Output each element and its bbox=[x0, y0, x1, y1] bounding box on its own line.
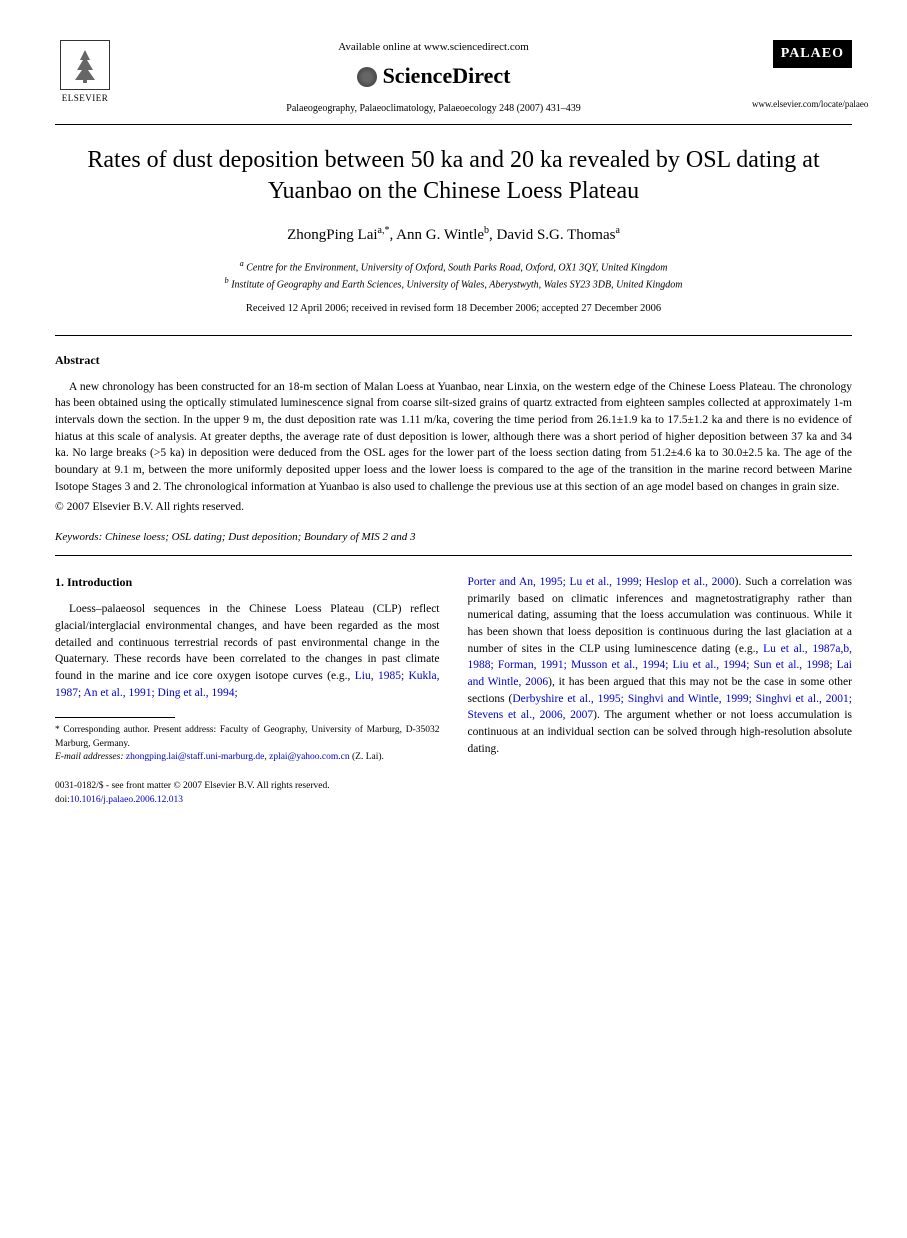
affiliation-b-text: Institute of Geography and Earth Science… bbox=[231, 279, 682, 290]
author-1-sup: a,* bbox=[378, 225, 390, 236]
sciencedirect-logo: ScienceDirect bbox=[357, 61, 511, 92]
article-title: Rates of dust deposition between 50 ka a… bbox=[55, 145, 852, 207]
footer-copyright: 0031-0182/$ - see front matter © 2007 El… bbox=[55, 780, 440, 793]
footer-block: 0031-0182/$ - see front matter © 2007 El… bbox=[55, 780, 440, 807]
corresponding-author-footnote: * Corresponding author. Present address:… bbox=[55, 724, 440, 764]
center-header: Available online at www.sciencedirect.co… bbox=[115, 40, 752, 116]
abstract-heading: Abstract bbox=[55, 352, 852, 369]
abstract-bottom-rule bbox=[55, 555, 852, 556]
section-1-heading: 1. Introduction bbox=[55, 574, 440, 591]
palaeo-logo: PALAEO bbox=[773, 40, 852, 68]
intro-refs-2[interactable]: Porter and An, 1995; Lu et al., 1999; He… bbox=[468, 576, 735, 588]
intro-paragraph-right: Porter and An, 1995; Lu et al., 1999; He… bbox=[468, 574, 853, 757]
doi-label: doi: bbox=[55, 795, 70, 805]
journal-logo-box: PALAEO www.elsevier.com/locate/palaeo bbox=[752, 40, 852, 110]
elsevier-text: ELSEVIER bbox=[62, 92, 109, 105]
email-suffix: (Z. Lai). bbox=[352, 752, 384, 762]
sciencedirect-text: ScienceDirect bbox=[383, 61, 511, 92]
column-left: 1. Introduction Loess–palaeosol sequence… bbox=[55, 574, 440, 807]
affiliation-b: b Institute of Geography and Earth Scien… bbox=[55, 275, 852, 292]
email-2[interactable]: zplai@yahoo.com.cn bbox=[269, 752, 350, 762]
author-3: David S.G. Thomas bbox=[497, 227, 616, 243]
column-right: Porter and An, 1995; Lu et al., 1999; He… bbox=[468, 574, 853, 807]
authors-line: ZhongPing Laia,*, Ann G. Wintleb, David … bbox=[55, 224, 852, 246]
email-1[interactable]: zhongping.lai@staff.uni-marburg.de bbox=[126, 752, 264, 762]
footnote-separator bbox=[55, 717, 175, 718]
article-dates: Received 12 April 2006; received in revi… bbox=[55, 302, 852, 317]
journal-url: www.elsevier.com/locate/palaeo bbox=[752, 98, 852, 111]
abstract-top-rule bbox=[55, 335, 852, 336]
email-line: E-mail addresses: zhongping.lai@staff.un… bbox=[55, 751, 440, 764]
author-2: Ann G. Wintle bbox=[396, 227, 484, 243]
page-header: ELSEVIER Available online at www.science… bbox=[55, 40, 852, 116]
author-1: ZhongPing Lai bbox=[287, 227, 377, 243]
elsevier-logo: ELSEVIER bbox=[55, 40, 115, 110]
affiliations: a Centre for the Environment, University… bbox=[55, 258, 852, 293]
keywords-list: Chinese loess; OSL dating; Dust depositi… bbox=[105, 531, 416, 543]
corr-author-text: * Corresponding author. Present address:… bbox=[55, 724, 440, 751]
abstract-body: A new chronology has been constructed fo… bbox=[55, 379, 852, 496]
affiliation-a: a Centre for the Environment, University… bbox=[55, 258, 852, 275]
doi-link[interactable]: 10.1016/j.palaeo.2006.12.013 bbox=[70, 795, 183, 805]
body-columns: 1. Introduction Loess–palaeosol sequence… bbox=[55, 574, 852, 807]
author-2-sup: b bbox=[484, 225, 489, 236]
elsevier-tree-icon bbox=[60, 40, 110, 90]
keywords-label: Keywords: bbox=[55, 531, 102, 543]
author-3-sup: a bbox=[615, 225, 619, 236]
abstract-copyright: © 2007 Elsevier B.V. All rights reserved… bbox=[55, 499, 852, 515]
journal-reference: Palaeogeography, Palaeoclimatology, Pala… bbox=[135, 102, 732, 116]
affiliation-a-text: Centre for the Environment, University o… bbox=[246, 262, 667, 273]
keywords-line: Keywords: Chinese loess; OSL dating; Dus… bbox=[55, 530, 852, 545]
intro-paragraph-left: Loess–palaeosol sequences in the Chinese… bbox=[55, 601, 440, 701]
header-rule bbox=[55, 124, 852, 125]
sciencedirect-icon bbox=[357, 67, 377, 87]
email-label: E-mail addresses: bbox=[55, 752, 124, 762]
available-online-text: Available online at www.sciencedirect.co… bbox=[135, 40, 732, 55]
doi-line: doi:10.1016/j.palaeo.2006.12.013 bbox=[55, 794, 440, 807]
